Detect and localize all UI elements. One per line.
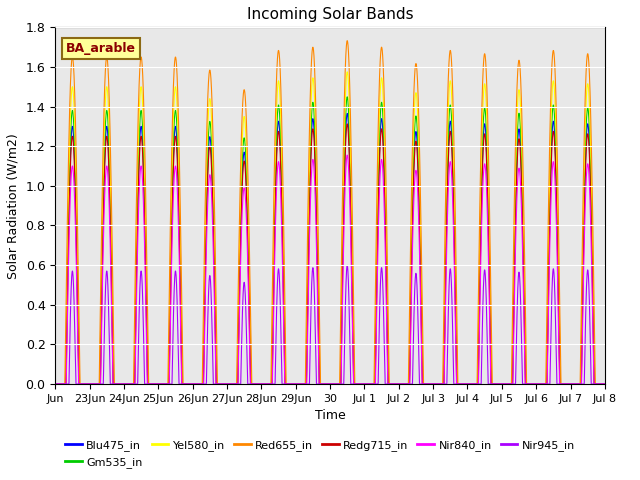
Title: Incoming Solar Bands: Incoming Solar Bands — [247, 7, 413, 22]
Legend: Blu475_in, Gm535_in, Yel580_in, Red655_in, Redg715_in, Nir840_in, Nir945_in: Blu475_in, Gm535_in, Yel580_in, Red655_i… — [61, 436, 579, 472]
X-axis label: Time: Time — [315, 409, 346, 422]
Text: BA_arable: BA_arable — [66, 42, 136, 55]
Y-axis label: Solar Radiation (W/m2): Solar Radiation (W/m2) — [7, 133, 20, 278]
